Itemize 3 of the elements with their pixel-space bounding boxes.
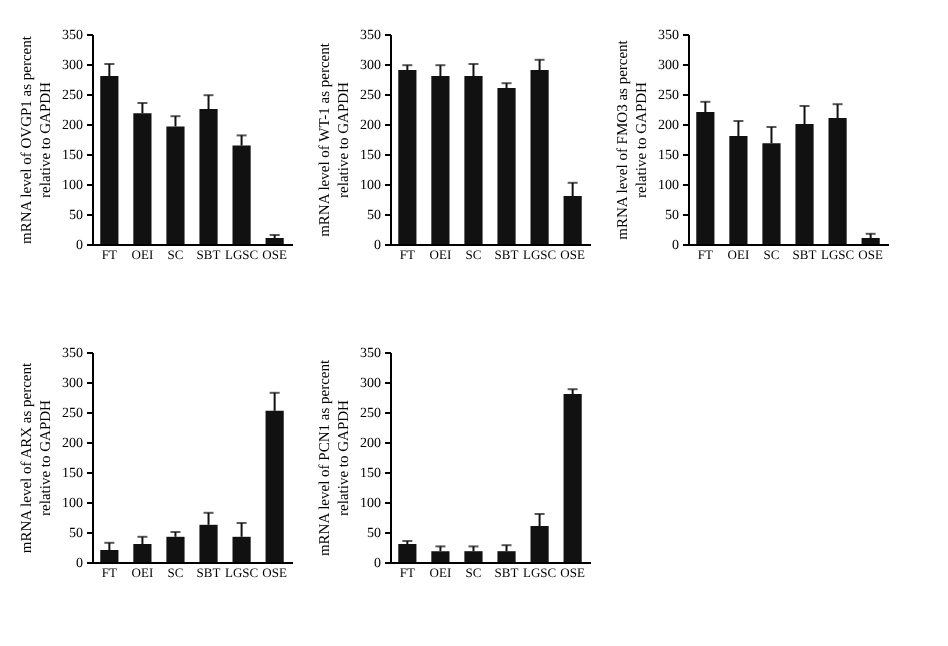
bar	[497, 551, 516, 562]
bar	[100, 550, 119, 562]
bar	[133, 544, 152, 562]
